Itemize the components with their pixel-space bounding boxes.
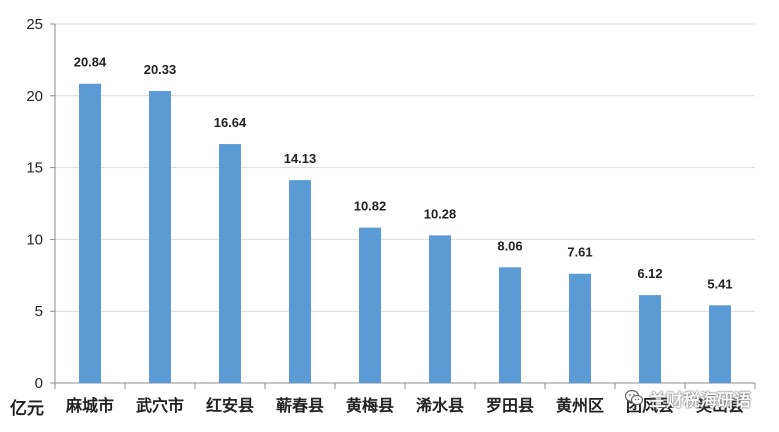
x-tick-label: 武穴市 bbox=[136, 396, 184, 415]
data-label: 20.33 bbox=[144, 62, 177, 77]
y-tick-label: 15 bbox=[26, 160, 43, 177]
x-tick-label: 麻城市 bbox=[65, 396, 114, 415]
y-tick-label: 20 bbox=[26, 88, 43, 105]
data-label: 16.64 bbox=[214, 115, 247, 130]
data-label: 7.61 bbox=[567, 245, 592, 260]
bar bbox=[289, 180, 311, 383]
data-label: 20.84 bbox=[74, 55, 107, 70]
data-label: 10.82 bbox=[354, 199, 387, 214]
y-tick-label: 25 bbox=[26, 16, 43, 33]
x-tick-label: 黄州区 bbox=[556, 396, 604, 415]
x-tick-label: 团风县 bbox=[626, 396, 674, 415]
data-label: 10.28 bbox=[424, 206, 457, 221]
bar bbox=[569, 273, 591, 383]
y-tick-label: 5 bbox=[35, 303, 43, 320]
x-tick-label: 英山县 bbox=[695, 396, 744, 415]
data-label: 5.41 bbox=[707, 276, 732, 291]
y-axis-unit-label: 亿元 bbox=[10, 399, 44, 419]
x-tick-label: 黄梅县 bbox=[346, 396, 394, 415]
data-label: 6.12 bbox=[637, 266, 662, 281]
data-label: 8.06 bbox=[497, 238, 522, 253]
x-tick-label: 罗田县 bbox=[486, 396, 534, 415]
bar bbox=[709, 305, 731, 383]
y-tick-label: 0 bbox=[35, 375, 43, 392]
bar bbox=[359, 227, 381, 383]
data-label: 14.13 bbox=[284, 151, 317, 166]
x-tick-label: 红安县 bbox=[206, 396, 254, 415]
bar bbox=[639, 295, 661, 383]
bar bbox=[499, 267, 521, 383]
x-tick-label: 蕲春县 bbox=[276, 396, 324, 415]
bar bbox=[79, 83, 101, 383]
y-tick-label: 10 bbox=[26, 231, 43, 248]
bar bbox=[219, 144, 241, 383]
x-tick-label: 浠水县 bbox=[416, 396, 464, 415]
bar bbox=[149, 91, 171, 383]
bar bbox=[429, 235, 451, 383]
